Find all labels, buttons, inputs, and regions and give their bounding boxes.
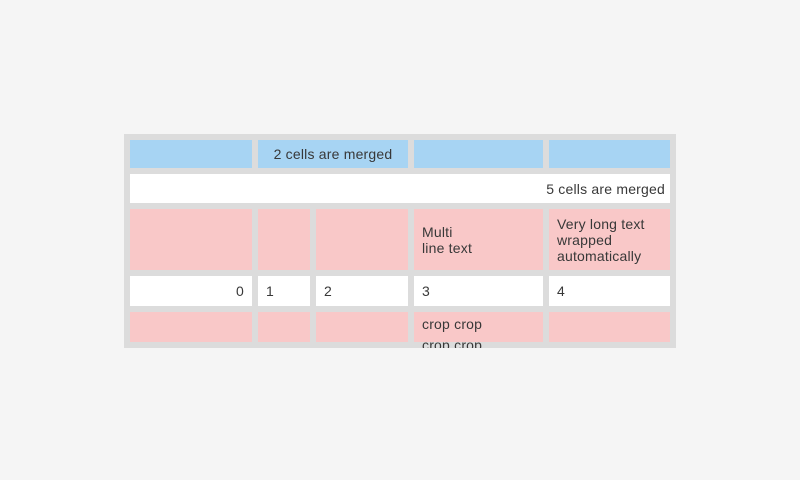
merged-5-cells: 5 cells are merged [130,174,670,203]
header-cell-blank-1 [130,140,252,168]
blank-cell [258,209,310,270]
merged-cells-table: 2 cells are merged 5 cells are merged Mu… [124,134,676,348]
number-cell-0: 0 [130,276,252,306]
number-cell-2: 2 [316,276,408,306]
header-cell-blank-4 [414,140,543,168]
wrapped-text-cell: Very long text wrapped automatically [549,209,670,270]
merged-2-cells: 2 cells are merged [258,140,408,168]
number-cell-4: 4 [549,276,670,306]
blank-cell [316,209,408,270]
table-grid: 2 cells are merged 5 cells are merged Mu… [130,140,670,348]
number-cell-3: 3 [414,276,543,306]
number-cell-1: 1 [258,276,310,306]
crop-cell: crop crop crop crop [414,312,543,348]
multiline-cell: Multi line text [414,209,543,270]
blank-cell [549,312,670,342]
blank-cell [258,312,310,342]
header-cell-blank-5 [549,140,670,168]
blank-cell [130,209,252,270]
blank-cell [130,312,252,342]
blank-cell [316,312,408,342]
crop-cell-text: crop crop crop crop [422,316,483,348]
